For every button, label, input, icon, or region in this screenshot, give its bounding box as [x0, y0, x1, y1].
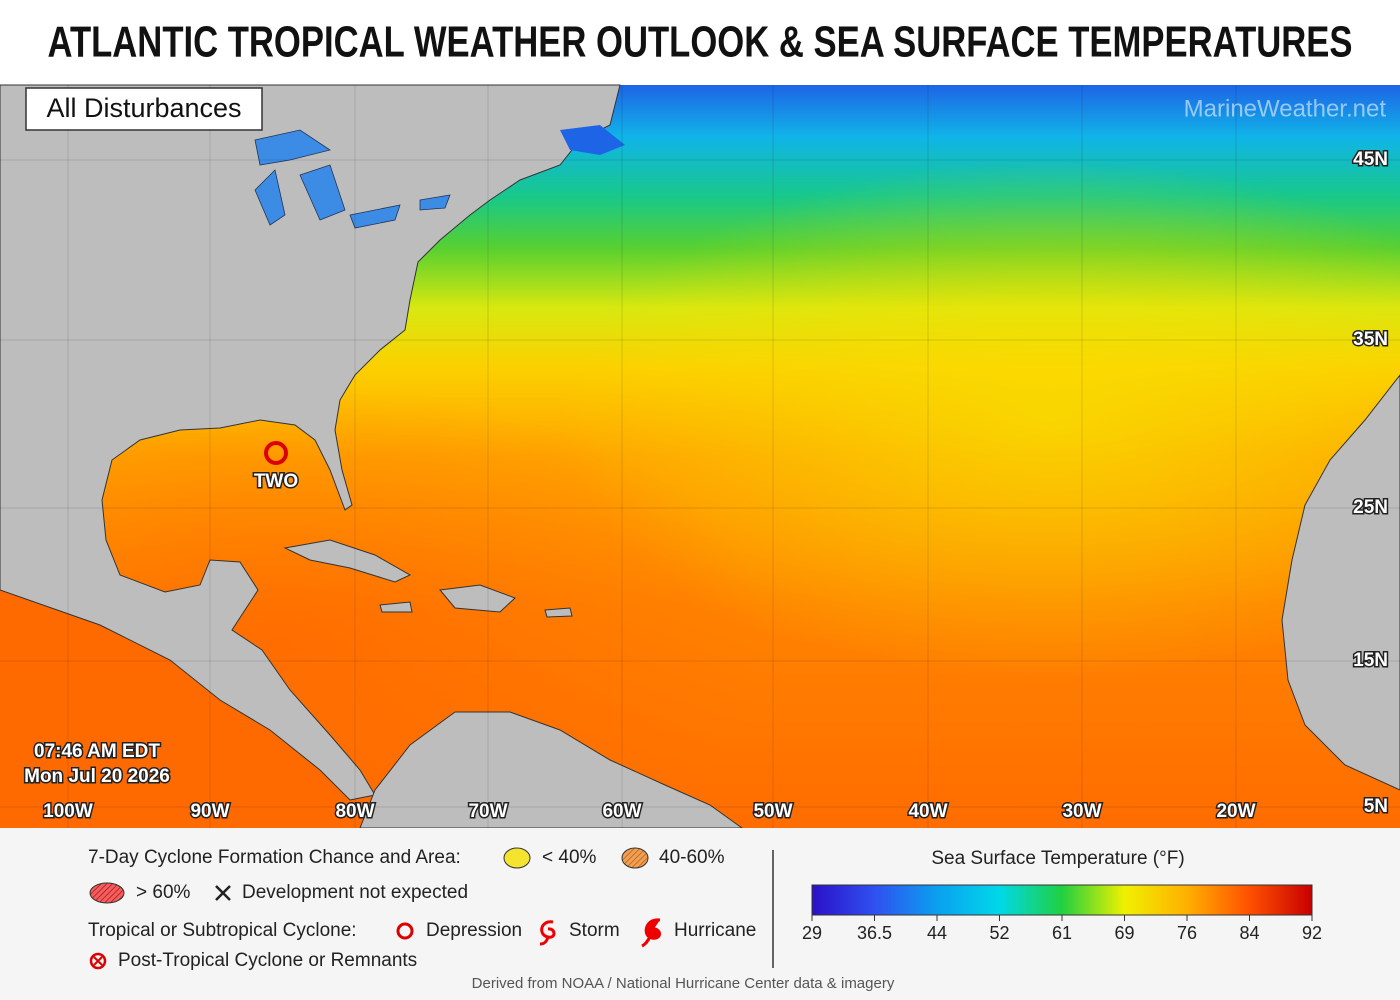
legend-not-expected: Development not expected [242, 882, 468, 903]
longitude-label: 60W [602, 801, 641, 822]
colorbar-tick-label: 52 [989, 923, 1009, 943]
longitude-label: 50W [753, 801, 792, 822]
latitude-label: 35N [1353, 329, 1388, 350]
latitude-label: 25N [1353, 497, 1388, 518]
legend-title: 7-Day Cyclone Formation Chance and Area: [88, 847, 461, 868]
hurricane-icon [641, 918, 661, 948]
africa [1281, 374, 1400, 791]
longitude-label: 40W [908, 801, 947, 822]
not-expected-icon [215, 885, 231, 901]
timestamp-date: Mon Jul 20 2026 [24, 766, 170, 787]
timestamp-time: 07:46 AM EDT [34, 741, 160, 762]
pacific [0, 590, 360, 828]
colorbar-tick-label: 84 [1239, 923, 1259, 943]
longitude-label: 90W [190, 801, 229, 822]
longitude-label: 80W [335, 801, 374, 822]
depression-icon [396, 922, 414, 940]
graticule [0, 85, 1400, 828]
colorbar-title: Sea Surface Temperature (°F) [931, 848, 1184, 869]
low-icon [503, 847, 531, 869]
credit: Derived from NOAA / National Hurricane C… [472, 975, 895, 992]
badge-box [25, 87, 263, 131]
disturbance-marker [264, 441, 288, 465]
legend-low: < 40% [542, 847, 597, 868]
colorbar-tick-label: 61 [1052, 923, 1072, 943]
south-america [359, 711, 744, 829]
colorbar-tick-label: 36.5 [857, 923, 892, 943]
header-bg [0, 0, 1400, 85]
high-icon [89, 882, 125, 904]
medium-icon [621, 847, 649, 869]
legend-cyclone-title: Tropical or Subtropical Cyclone: [88, 920, 357, 941]
longitude-label: 20W [1216, 801, 1255, 822]
cuba [283, 539, 412, 583]
colorbar-tick-label: 29 [802, 923, 822, 943]
longitude-label: 70W [468, 801, 507, 822]
longitude-label: 100W [43, 801, 93, 822]
map: All Disturbances MarineWeather.net TWO 0… [0, 84, 1400, 829]
post-tropical-icon [89, 952, 107, 970]
colorbar-tick-label: 69 [1114, 923, 1134, 943]
colorbar-tick-label: 92 [1302, 923, 1322, 943]
legend-hurricane: Hurricane [674, 920, 756, 941]
hispaniola [439, 584, 516, 613]
title: ATLANTIC TROPICAL WEATHER OUTLOOK & SEA … [48, 18, 1353, 67]
colorbar-tick-label: 76 [1177, 923, 1197, 943]
post-tropical-icon [93, 956, 103, 966]
storm-icon [539, 920, 556, 946]
colorbar-tick-label: 44 [927, 923, 947, 943]
colorbar-ticks: 29 36.5 44 52 61 69 76 84 92 [802, 915, 1322, 943]
latitude-label: 15N [1353, 650, 1388, 671]
latitude-label: 5N [1364, 796, 1388, 817]
colorbar [811, 884, 1313, 916]
gulf-st-lawrence [560, 125, 625, 155]
badge: All Disturbances [46, 93, 241, 123]
legend-post-tropical: Post-Tropical Cyclone or Remnants [118, 950, 417, 971]
legend-storm: Storm [569, 920, 620, 941]
legend-medium: 40-60% [659, 847, 725, 868]
jamaica [379, 601, 413, 613]
great-lakes [254, 129, 451, 229]
latitude-label: 45N [1353, 149, 1388, 170]
legend-high: > 60% [136, 882, 191, 903]
longitude-label: 30W [1062, 801, 1101, 822]
legend-depression: Depression [426, 920, 522, 941]
disturbance-label: TWO [254, 471, 298, 492]
puerto-rico [544, 607, 573, 618]
watermark: MarineWeather.net [1184, 95, 1387, 122]
